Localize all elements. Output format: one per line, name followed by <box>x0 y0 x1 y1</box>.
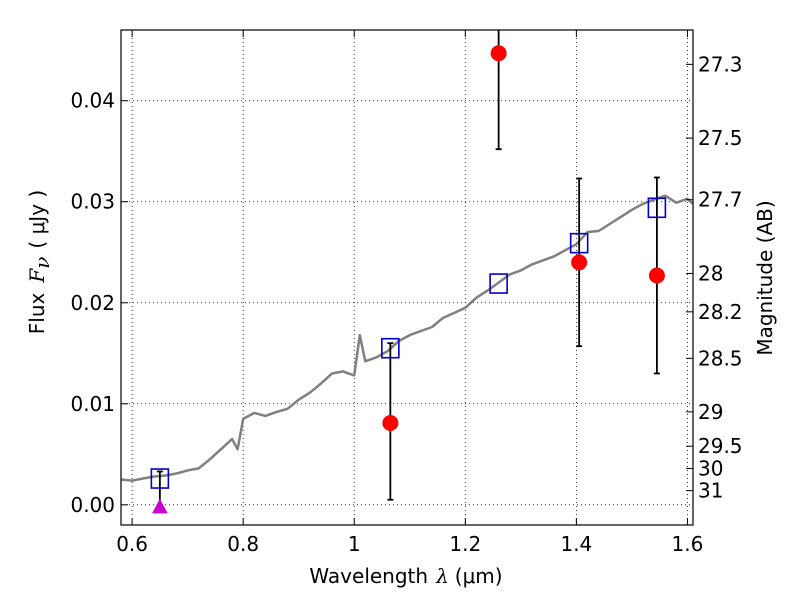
y2-tick-label: 29.5 <box>698 434 743 458</box>
model-point-square <box>569 232 589 254</box>
model-point-square <box>489 273 508 294</box>
y2-tick-label: 27.3 <box>698 52 743 76</box>
y2-tick-label: 29 <box>698 400 723 424</box>
spectrum-line <box>120 194 694 482</box>
plot-frame <box>120 29 694 526</box>
observed-point <box>490 45 507 62</box>
x-axis-ticks: 0.6 0.8 1 1.2 1.4 1.6 <box>116 30 703 556</box>
x-tick-label: 1.6 <box>672 532 704 556</box>
y2-tick-label: 27.5 <box>698 126 743 150</box>
y2-tick-label: 30 <box>698 456 723 480</box>
x-tick-label: 1.2 <box>449 532 481 556</box>
y-tick-label: 0.00 <box>70 493 115 517</box>
y2-tick-label: 28.2 <box>698 300 743 324</box>
upper-limit-points <box>152 498 168 514</box>
model-points <box>150 197 667 489</box>
observed-point <box>648 267 665 284</box>
x-tick-label: 0.6 <box>116 532 148 556</box>
y2-tick-label: 28 <box>698 261 723 285</box>
model-point-square <box>381 337 400 359</box>
x-tick-label: 0.8 <box>227 532 259 556</box>
error-bars <box>156 30 660 508</box>
y-axis-label: FluxFν( μJy ) <box>25 190 54 334</box>
y2-tick-label: 27.7 <box>698 188 743 212</box>
y2-tick-label: 31 <box>698 479 723 503</box>
y-tick-label: 0.02 <box>70 291 115 315</box>
y2-tick-label: 28.5 <box>698 346 743 370</box>
model-spectrum <box>120 194 694 482</box>
y-axis-ticks: 0.00 0.01 0.02 0.03 0.04 <box>70 89 128 517</box>
x-tick-label: 1.4 <box>560 532 592 556</box>
grid-lines <box>121 30 693 525</box>
y-tick-label: 0.04 <box>70 89 115 113</box>
y-tick-label: 0.01 <box>70 392 115 416</box>
observed-points <box>382 45 665 431</box>
model-point-square <box>647 197 667 219</box>
y-tick-label: 0.03 <box>70 190 115 214</box>
model-point-square <box>150 468 170 489</box>
x-axis-label: Wavelength λ (μm) <box>309 564 502 588</box>
x-tick-label: 1 <box>348 532 361 556</box>
y2-axis-label: Magnitude (AB) <box>753 200 777 355</box>
upper-limit-point <box>152 498 168 514</box>
observed-point <box>571 254 588 271</box>
observed-point <box>382 414 399 431</box>
